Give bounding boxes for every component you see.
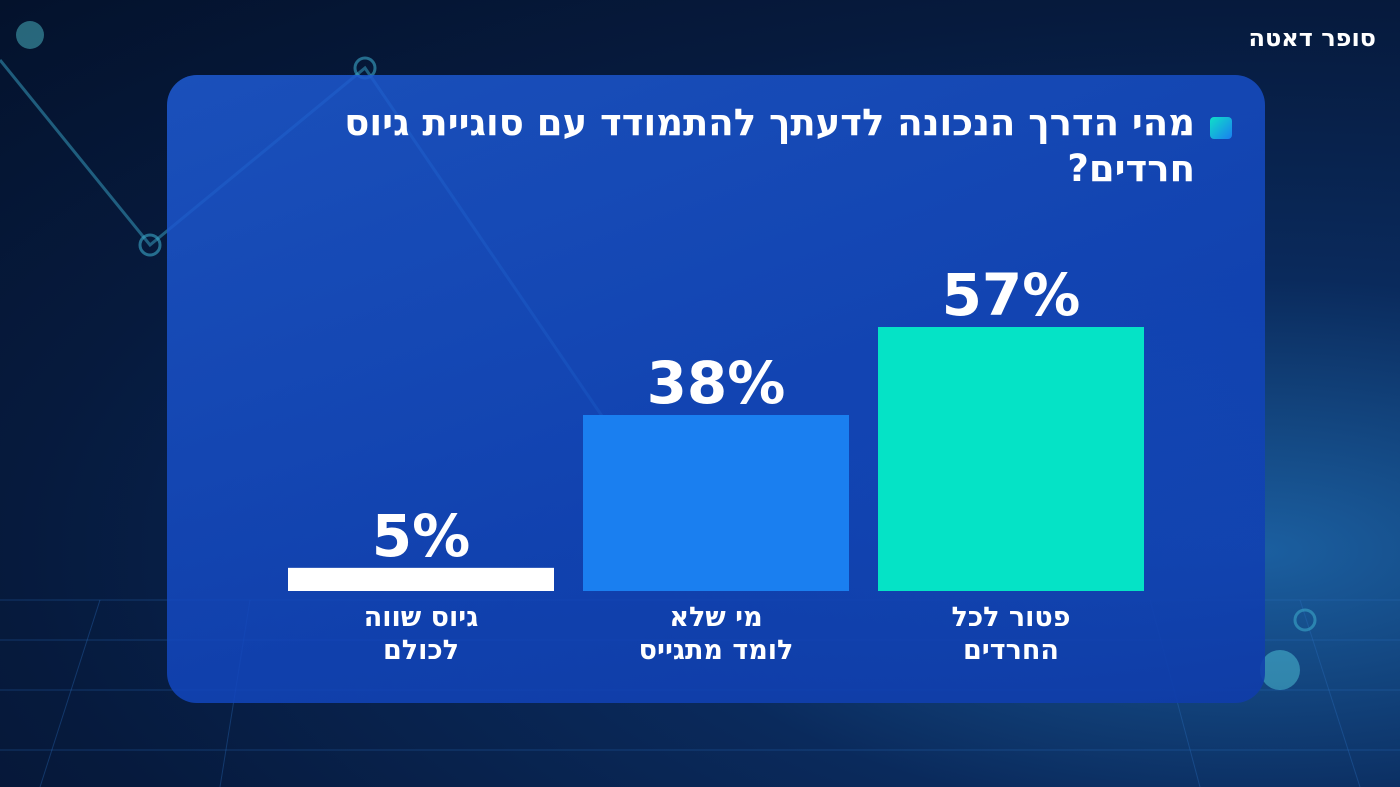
bar [288,567,554,591]
bar [878,327,1144,591]
value-label: 5% [372,502,470,570]
category-label: פטור לכל החרדים [951,602,1071,666]
bar [583,415,849,591]
chart-title: מהי הדרך הנכונה לדעתך להתמודד עם סוגיית … [344,101,1195,190]
category-label: גיוס שווה לכולם [363,602,479,666]
value-label: 57% [942,261,1081,329]
logo: סופר דאטה [1248,24,1376,52]
category-label: מי שלא לומד מתגייס [638,602,794,666]
title-icon [1210,117,1232,139]
value-label: 38% [647,349,786,417]
